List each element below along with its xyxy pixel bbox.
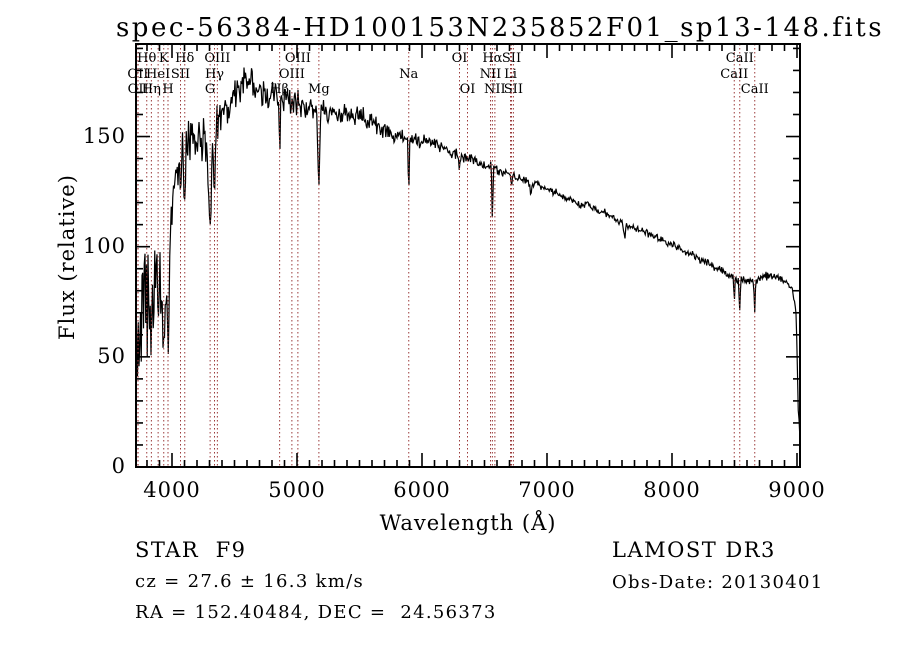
survey-release-text: LAMOST DR3 (612, 538, 776, 562)
spectral-line-label: OI (459, 82, 476, 97)
spectral-line-label: K (158, 51, 169, 66)
spectrum-curve (136, 67, 800, 461)
plot-frame (135, 43, 801, 468)
spectral-line-label: SII (501, 51, 522, 66)
obs-date-text: Obs-Date: 20130401 (612, 572, 824, 593)
ra-dec-text: RA = 152.40484, DEC = 24.56373 (135, 602, 497, 623)
spectral-line-label: Mg (308, 82, 330, 97)
spectral-line-label: G (204, 82, 216, 97)
spectral-line-label: SII (503, 82, 523, 97)
spectral-line-label: OI (451, 51, 468, 66)
spectral-line-label: OII (127, 82, 149, 97)
y-tick-label: 0 (111, 454, 126, 478)
y-tick-label: 150 (82, 123, 126, 148)
classification-text: STAR F9 (135, 538, 247, 562)
spectral-line-label: Na (399, 67, 419, 82)
spectral-line-label: Hδ (175, 51, 195, 66)
x-tick-label: 5000 (268, 478, 326, 502)
spectral-line-label: Hγ (204, 67, 225, 82)
spectral-line-label: Hη (141, 82, 161, 97)
spectral-line-label: CaII (740, 82, 769, 97)
x-tick-label: 9000 (768, 478, 826, 502)
spectral-line-label: Hα (482, 51, 503, 66)
x-tick-label: 6000 (393, 478, 451, 502)
plot-title: spec-56384-HD100153N235852F01_sp13-148.f… (115, 13, 885, 43)
x-tick-label: 7000 (518, 478, 576, 502)
spectral-line-label: Li (504, 67, 517, 82)
cz-velocity-text: cz = 27.6 ± 16.3 km/s (135, 571, 365, 592)
spectral-line-label: OII (127, 67, 149, 82)
x-axis-title: Wavelength (Å) (379, 511, 557, 535)
x-tick-label: 8000 (643, 478, 701, 502)
spectral-line-label: SII (170, 67, 191, 82)
spectral-line-label: Hβ (270, 82, 290, 97)
spectral-line-label: OIII (204, 51, 231, 66)
spectral-line-label: Hθ (137, 51, 157, 66)
spectral-line-label: HeI (146, 67, 171, 82)
spectral-line-label: CaII (720, 67, 749, 82)
spectral-line-label: NII (484, 82, 506, 97)
y-tick-label: 50 (97, 343, 126, 368)
spectral-line-label: H (162, 82, 174, 97)
spectral-line-label: OIII (284, 51, 311, 66)
y-tick-label: 100 (82, 233, 126, 258)
x-tick-label: 4000 (143, 478, 201, 502)
spectral-line-label: NII (479, 67, 502, 82)
spectral-line-label: CaII (725, 51, 754, 66)
spectral-line-label: OIII (278, 67, 305, 82)
